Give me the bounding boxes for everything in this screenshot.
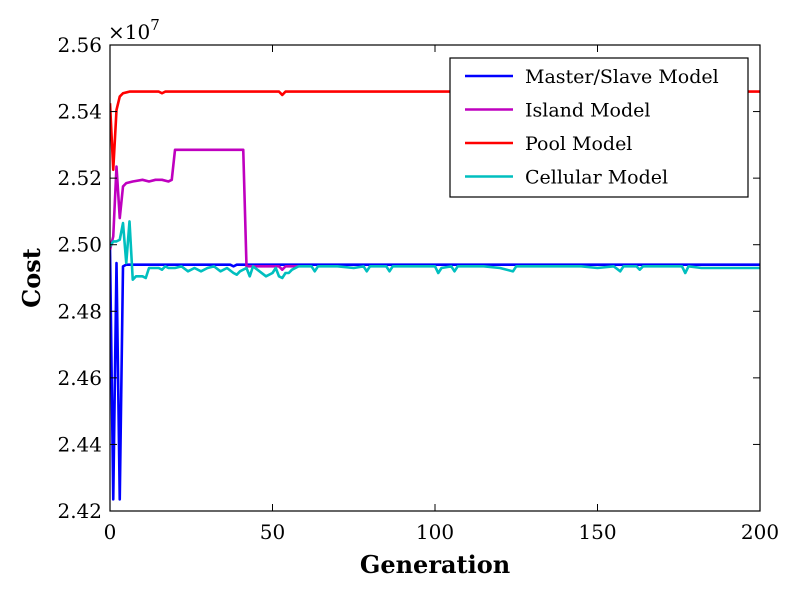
y-axis-label: Cost	[17, 248, 46, 308]
legend-label: Island Model	[525, 100, 650, 122]
y-tick-label: 2.42	[57, 499, 102, 523]
series-line-master-slave-model	[110, 248, 760, 501]
y-offset-label: ×107	[108, 16, 160, 44]
tick-layer	[109, 44, 761, 512]
series-line-island-model	[110, 148, 299, 271]
x-tick-label: 200	[741, 520, 779, 544]
x-tick-label: 150	[578, 520, 616, 544]
x-tick-label: 0	[104, 520, 117, 544]
legend-label: Master/Slave Model	[525, 66, 719, 88]
y-tick-label: 2.54	[57, 100, 102, 124]
legend: Master/Slave Model Island Model Pool Model…	[449, 57, 749, 198]
y-tick-label: 2.50	[57, 233, 102, 257]
y-tick-label: 2.48	[57, 299, 102, 323]
series-line-pool-model	[110, 90, 760, 172]
x-tick-labels: 0 50 100 150 200	[104, 520, 779, 544]
y-tick-label: 2.52	[57, 166, 102, 190]
y-tick-labels: 2.42 2.44 2.46 2.48 2.50 2.52 2.54 2.56	[57, 33, 102, 523]
legend-label: Cellular Model	[525, 167, 668, 189]
y-tick-label: 2.46	[57, 366, 102, 390]
x-tick-label: 50	[260, 520, 285, 544]
x-tick-label: 100	[416, 520, 454, 544]
legend-label: Pool Model	[525, 133, 632, 155]
series-layer	[110, 90, 760, 501]
series-line-cellular-model	[110, 220, 760, 281]
y-tick-label: 2.56	[57, 33, 102, 57]
x-axis-label: Generation	[360, 550, 510, 579]
y-tick-label: 2.44	[57, 432, 102, 456]
legend-box	[449, 57, 749, 198]
